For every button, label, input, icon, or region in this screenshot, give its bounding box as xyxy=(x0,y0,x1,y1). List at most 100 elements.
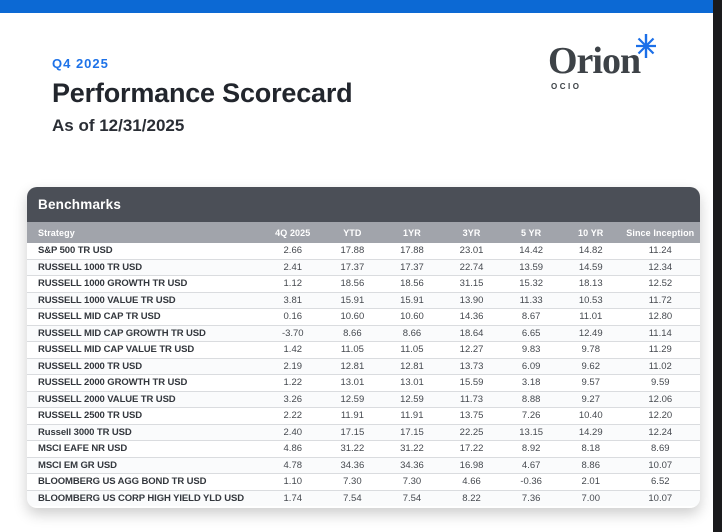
value-cell: 12.81 xyxy=(322,358,383,375)
value-cell: 14.82 xyxy=(560,243,621,260)
benchmarks-table-body: S&P 500 TR USD 2.66 17.88 17.88 23.01 14.42 14… xyxy=(27,243,700,506)
value-cell: 17.88 xyxy=(382,243,442,260)
value-cell: 9.83 xyxy=(501,341,561,359)
table-row: MSCI EM GR USD 4.78 34.36 34.36 16.98 4.67 8.8… xyxy=(27,457,700,474)
value-cell: 9.62 xyxy=(560,358,621,375)
value-cell: 14.36 xyxy=(441,308,502,326)
table-row: RUSSELL 2000 VALUE TR USD 3.26 12.59 12.59 1… xyxy=(27,391,700,408)
value-cell: 17.88 xyxy=(322,243,383,260)
value-cell: 12.52 xyxy=(620,275,700,293)
value-cell: 14.59 xyxy=(560,259,621,276)
value-cell: 6.09 xyxy=(501,358,561,375)
orion-wordmark: Orion xyxy=(548,34,657,82)
value-cell: -0.36 xyxy=(501,473,561,491)
strategy-cell: RUSSELL MID CAP VALUE TR USD xyxy=(27,341,263,359)
value-cell: 13.59 xyxy=(501,259,561,276)
value-cell: 14.42 xyxy=(501,243,561,260)
table-row: RUSSELL MID CAP VALUE TR USD 1.42 11.05 11.… xyxy=(27,341,700,359)
value-cell: 1.74 xyxy=(262,490,323,506)
value-cell: 8.66 xyxy=(322,325,383,342)
value-cell: 13.90 xyxy=(441,292,502,309)
value-cell: 11.05 xyxy=(382,341,442,359)
column-header-ytd: YTD xyxy=(322,222,383,243)
benchmarks-card: Benchmarks Strategy 4Q 2025 YTD 1YR 3YR 5 YR 1… xyxy=(27,187,700,508)
period-label: Q4 2025 xyxy=(52,56,109,71)
value-cell: 12.06 xyxy=(620,391,700,408)
blue-asterisk-icon xyxy=(636,34,657,58)
column-header-5-yr: 5 YR xyxy=(501,222,561,243)
value-cell: 8.92 xyxy=(501,440,561,458)
value-cell: 16.98 xyxy=(441,457,502,474)
value-cell: 11.91 xyxy=(322,407,383,425)
value-cell: 9.78 xyxy=(560,341,621,359)
value-cell: 11.73 xyxy=(441,391,502,408)
value-cell: 2.22 xyxy=(262,407,323,425)
value-cell: 12.80 xyxy=(620,308,700,326)
table-row: RUSSELL MID CAP GROWTH TR USD -3.70 8.66 8.… xyxy=(27,325,700,342)
value-cell: 2.66 xyxy=(262,243,323,260)
table-row: Russell 3000 TR USD 2.40 17.15 17.15 22.25 13… xyxy=(27,424,700,441)
table-row: S&P 500 TR USD 2.66 17.88 17.88 23.01 14.42 14… xyxy=(27,243,700,260)
page-title: Performance Scorecard xyxy=(52,78,353,108)
orion-logo: Orion OCIO xyxy=(548,34,657,91)
value-cell: 7.30 xyxy=(382,473,442,491)
benchmarks-section-title: Benchmarks xyxy=(27,187,700,222)
strategy-cell: RUSSELL 2000 TR USD xyxy=(27,358,263,375)
value-cell: 8.18 xyxy=(560,440,621,458)
value-cell: 8.69 xyxy=(620,440,700,458)
value-cell: 17.22 xyxy=(441,440,502,458)
strategy-cell: RUSSELL 1000 GROWTH TR USD xyxy=(27,275,263,293)
as-of-date: As of 12/31/2025 xyxy=(52,116,185,135)
strategy-cell: RUSSELL 2000 GROWTH TR USD xyxy=(27,374,263,392)
value-cell: 10.40 xyxy=(560,407,621,425)
ocio-subtitle: OCIO xyxy=(551,82,582,91)
strategy-cell: RUSSELL 1000 VALUE TR USD xyxy=(27,292,263,309)
value-cell: 11.29 xyxy=(620,341,700,359)
value-cell: 18.64 xyxy=(441,325,502,342)
value-cell: 17.37 xyxy=(322,259,383,276)
value-cell: 10.53 xyxy=(560,292,621,309)
value-cell: 11.24 xyxy=(620,243,700,260)
value-cell: 2.41 xyxy=(262,259,323,276)
value-cell: 8.22 xyxy=(441,490,502,506)
table-row: RUSSELL 1000 VALUE TR USD 3.81 15.91 15.91 1… xyxy=(27,292,700,309)
value-cell: 10.60 xyxy=(322,308,383,326)
top-accent-bar xyxy=(0,0,722,13)
value-cell: 9.57 xyxy=(560,374,621,392)
value-cell: 11.05 xyxy=(322,341,383,359)
strategy-cell: RUSSELL 2500 TR USD xyxy=(27,407,263,425)
value-cell: 2.40 xyxy=(262,424,323,441)
value-cell: 2.01 xyxy=(560,473,621,491)
column-header-4q-2025: 4Q 2025 xyxy=(262,222,323,243)
value-cell: 6.52 xyxy=(620,473,700,491)
value-cell: 6.65 xyxy=(501,325,561,342)
benchmarks-table: Strategy 4Q 2025 YTD 1YR 3YR 5 YR 10 YR Since I… xyxy=(27,222,700,506)
orion-brand-text: Orion xyxy=(548,40,641,82)
value-cell: 13.01 xyxy=(382,374,442,392)
value-cell: 11.91 xyxy=(382,407,442,425)
value-cell: 8.86 xyxy=(560,457,621,474)
value-cell: 1.10 xyxy=(262,473,323,491)
value-cell: 10.07 xyxy=(620,490,700,506)
table-row: BLOOMBERG US AGG BOND TR USD 1.10 7.30 7.30… xyxy=(27,473,700,491)
value-cell: 12.81 xyxy=(382,358,442,375)
table-row: MSCI EAFE NR USD 4.86 31.22 31.22 17.22 8.92 8… xyxy=(27,440,700,458)
value-cell: 12.20 xyxy=(620,407,700,425)
table-row: RUSSELL 2500 TR USD 2.22 11.91 11.91 13.75 7.… xyxy=(27,407,700,425)
value-cell: 11.01 xyxy=(560,308,621,326)
value-cell: 34.36 xyxy=(322,457,383,474)
value-cell: 31.22 xyxy=(382,440,442,458)
value-cell: 7.00 xyxy=(560,490,621,506)
value-cell: 17.15 xyxy=(322,424,383,441)
value-cell: 13.15 xyxy=(501,424,561,441)
value-cell: 4.86 xyxy=(262,440,323,458)
column-header-since-inception: Since Inception xyxy=(620,222,700,243)
value-cell: 11.02 xyxy=(620,358,700,375)
value-cell: 34.36 xyxy=(382,457,442,474)
value-cell: 1.42 xyxy=(262,341,323,359)
value-cell: 9.59 xyxy=(620,374,700,392)
value-cell: 18.56 xyxy=(322,275,383,293)
right-frame-bar xyxy=(713,0,722,532)
value-cell: 13.75 xyxy=(441,407,502,425)
